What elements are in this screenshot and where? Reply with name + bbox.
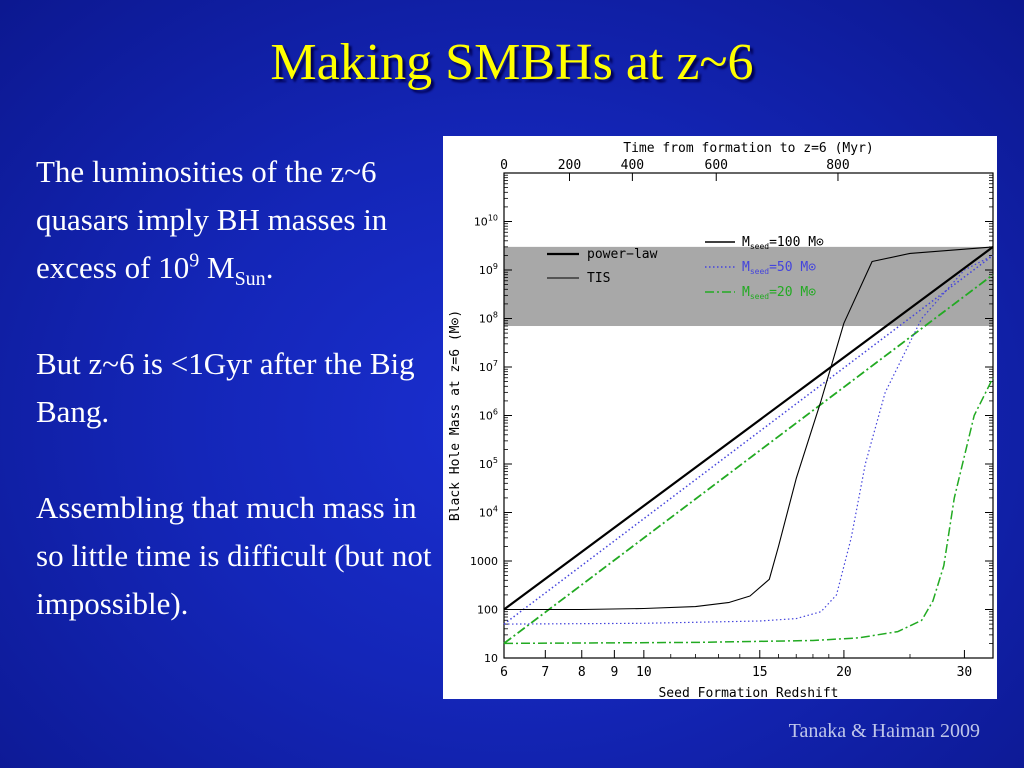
y-tick-label: 10 xyxy=(484,652,498,665)
paragraph-assembling: Assembling that much mass in so little t… xyxy=(36,490,432,621)
legend-style-label: TIS xyxy=(587,271,610,286)
y-tick-label: 107 xyxy=(479,359,498,374)
series-line-tis-3 xyxy=(504,246,994,611)
series-line-tis-4 xyxy=(503,254,994,625)
x-tick-label: 30 xyxy=(957,665,973,680)
y-tick-label: 1010 xyxy=(474,214,498,229)
y-tick-label: 100 xyxy=(477,604,498,617)
top-tick-label: 0 xyxy=(500,158,508,173)
legend-seed-label: Mseed=100 M⊙ xyxy=(742,235,824,251)
x-tick-label: 15 xyxy=(752,665,768,680)
x-tick-label: 20 xyxy=(836,665,852,680)
top-tick-label: 800 xyxy=(826,158,849,173)
x-tick-label: 8 xyxy=(578,665,586,680)
slide-title: Making SMBHs at z~6 xyxy=(270,34,754,91)
top-tick-label: 400 xyxy=(621,158,644,173)
x-axis-title: Seed Formation Redshift xyxy=(658,686,838,699)
paragraph-bh-masses: The luminosities of the z~6 quasars impl… xyxy=(36,148,436,292)
x-tick-label: 9 xyxy=(610,665,618,680)
y-axis-title: Black Hole Mass at z=6 (M⊙) xyxy=(448,310,463,521)
paragraph-big-bang: But z~6 is <1Gyr after the Big Bang. xyxy=(36,346,415,429)
slide-body-text: The luminosities of the z~6 quasars impl… xyxy=(36,148,436,676)
x-tick-label: 6 xyxy=(500,665,508,680)
x-tick-label: 10 xyxy=(636,665,652,680)
y-tick-label: 108 xyxy=(479,311,498,326)
citation: Tanaka & Haiman 2009 xyxy=(788,720,980,742)
shaded-mass-band xyxy=(504,246,993,327)
mass-exponent: 9 xyxy=(189,249,200,272)
paragraph-end-period: . xyxy=(265,250,274,285)
chart-figure: 10 100 1000 104 105 106 107 108 109 1010 6 7 8 9 10 15 2… xyxy=(443,136,997,699)
y-tick-label: 106 xyxy=(479,408,498,423)
series-line-power-law-2 xyxy=(503,273,994,645)
y-tick-label: 104 xyxy=(479,505,498,520)
y-tick-label: 1000 xyxy=(470,555,498,568)
series-line-tis-5 xyxy=(503,377,994,645)
top-axis-title: Time from formation to z=6 (Myr) xyxy=(623,141,873,156)
solar-mass-subscript: Sun xyxy=(234,268,266,291)
paragraph-bh-masses-text: The luminosities of the z~6 quasars impl… xyxy=(36,154,388,285)
solar-mass-symbol: M xyxy=(206,250,235,285)
top-tick-label: 600 xyxy=(705,158,728,173)
bh-mass-chart: 10 100 1000 104 105 106 107 108 109 1010 6 7 8 9 10 15 2… xyxy=(448,141,994,699)
legend-style-label: power−law xyxy=(587,247,658,262)
top-tick-label: 200 xyxy=(558,158,581,173)
series-line-power-law-0 xyxy=(503,246,994,611)
y-tick-label: 109 xyxy=(479,262,498,277)
y-tick-label: 105 xyxy=(479,456,498,471)
x-tick-label: 7 xyxy=(541,665,549,680)
